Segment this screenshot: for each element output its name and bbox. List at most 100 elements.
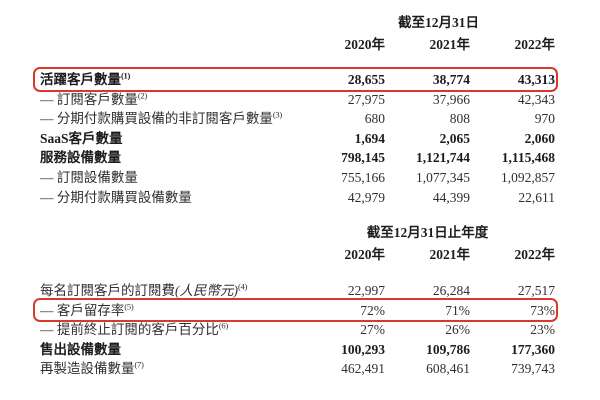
header-spacer (40, 224, 300, 242)
value-2021: 1,121,744 (416, 150, 470, 166)
footnote-ref: (2) (137, 90, 147, 101)
value-2020: 22,997 (347, 283, 385, 298)
header-spacer (40, 14, 300, 32)
value-2021: 608,461 (426, 361, 470, 377)
value-2022: 42,343 (517, 91, 555, 107)
value-2021: 2,065 (439, 130, 470, 146)
value-2021: 26% (445, 322, 470, 338)
header-spacer (40, 246, 300, 264)
value-2020: 798,145 (341, 150, 385, 166)
row-label: 再製造設備數量(7) (40, 359, 300, 379)
table-row-devices-sold: 售出設備數量 100,293 109,786 177,360 (40, 340, 555, 360)
value-2022: 177,360 (511, 341, 555, 357)
value-2020: 462,491 (341, 361, 385, 377)
value-2020: 42,979 (347, 189, 385, 205)
value-2022: 22,611 (518, 189, 555, 205)
value-2022: 970 (534, 111, 555, 127)
row-label-text: 再製造設備數量 (40, 361, 135, 377)
value-2021: 109,786 (426, 341, 470, 357)
table2-body: 每名訂閱客戶的訂閱費(人民幣元)(4) 22,997 26,284 27,517… (33, 281, 558, 379)
value-2020: 755,166 (341, 169, 385, 185)
row-label: 服務設備數量 (40, 148, 300, 168)
row-label: SaaS客戶數量 (40, 129, 300, 149)
value-2020: 27,975 (347, 91, 385, 107)
table-row-customer-retention-rate: — 客戶留存率(5) 72% 71% 73% (33, 297, 558, 323)
row-label-text: — 分期付款購買設備數量 (40, 189, 192, 205)
year-header-2022: 2022年 (514, 247, 556, 262)
table-row-saas-customers: SaaS客戶數量 1,694 2,065 2,060 (40, 129, 555, 149)
row-label: 售出設備數量 (40, 340, 300, 360)
value-2021: 44,399 (432, 189, 470, 205)
table-row-subscription-devices: — 訂閱設備數量 755,166 1,077,345 1,092,857 (40, 168, 555, 188)
table-row-subscription-customers: — 訂閱客戶數量(2) 27,975 37,966 42,343 (40, 90, 555, 110)
table2-period-header-row: 截至12月31日止年度 (40, 224, 555, 242)
row-label-text: — 客戶留存率 (40, 302, 125, 318)
year-header-2022: 2022年 (514, 37, 556, 52)
footnote-ref: (6) (218, 320, 228, 331)
value-2022: 739,743 (511, 361, 555, 377)
table2-year-header-row: 2020年 2021年 2022年 (40, 246, 556, 264)
row-label-italic: (人民幣元) (175, 283, 238, 298)
footnote-ref: (3) (272, 109, 282, 120)
table-row-installment-devices: — 分期付款購買設備數量 42,979 44,399 22,611 (40, 188, 555, 208)
value-2021: 37,966 (432, 91, 470, 107)
footnote-ref: (1) (121, 70, 131, 81)
year-header-2021: 2021年 (429, 37, 471, 52)
value-2020: 72% (360, 302, 385, 318)
table1-period-header: 截至12月31日 (398, 15, 479, 30)
row-label-text: — 訂閱客戶數量 (40, 91, 138, 107)
value-2022: 2,060 (524, 130, 555, 146)
table-row-serviced-devices: 服務設備數量 798,145 1,121,744 1,115,468 (40, 148, 555, 168)
row-label: — 分期付款購買設備的非訂閱客戶數量(3) (40, 109, 300, 129)
row-label-text: 售出設備數量 (40, 341, 121, 357)
value-2020: 680 (364, 111, 385, 127)
value-2020: 1,694 (354, 130, 385, 146)
table1-body: 活躍客戶數量(1) 28,655 38,774 43,313 — 訂閱客戶數量(… (33, 67, 558, 208)
row-label-text: 服務設備數量 (40, 150, 121, 166)
table-row-active-customers: 活躍客戶數量(1) 28,655 38,774 43,313 (33, 67, 558, 92)
value-2020: 100,293 (341, 341, 385, 357)
row-label: — 提前終止訂閱的客戶百分比(6) (40, 320, 300, 340)
table1-period-header-row: 截至12月31日 (40, 14, 555, 32)
row-label-text: 每名訂閱客戶的訂閱費 (40, 283, 175, 298)
year-header-2020: 2020年 (344, 247, 386, 262)
table2-period-header: 截至12月31日止年度 (366, 225, 489, 240)
value-2021: 1,077,345 (416, 169, 470, 185)
row-label: 每名訂閱客戶的訂閱費(人民幣元)(4) (40, 281, 300, 301)
footnote-ref: (5) (124, 301, 134, 312)
row-label-text: 活躍客戶數量 (40, 72, 121, 87)
row-label: — 訂閱客戶數量(2) (40, 90, 300, 110)
row-label-text: — 提前終止訂閱的客戶百分比 (40, 322, 219, 338)
value-2022: 1,092,857 (501, 169, 555, 185)
value-2021: 71% (445, 302, 470, 318)
value-2021: 38,774 (432, 72, 470, 87)
row-label: 活躍客戶數量(1) (40, 70, 300, 90)
table-row-early-termination-pct: — 提前終止訂閱的客戶百分比(6) 27% 26% 23% (40, 320, 555, 340)
footnote-ref: (7) (134, 359, 144, 370)
table1-year-header-row: 2020年 2021年 2022年 (40, 36, 556, 54)
header-spacer (40, 36, 300, 54)
value-2020: 28,655 (347, 72, 385, 87)
value-2020: 27% (360, 322, 385, 338)
footnote-ref: (4) (238, 281, 248, 292)
row-label: — 訂閱設備數量 (40, 168, 300, 188)
year-header-2020: 2020年 (344, 37, 386, 52)
row-label-text: — 分期付款購買設備的非訂閱客戶數量 (40, 111, 273, 127)
value-2022: 43,313 (517, 72, 555, 87)
value-2022: 27,517 (517, 283, 555, 298)
year-header-2021: 2021年 (429, 247, 471, 262)
value-2021: 26,284 (432, 283, 470, 298)
subscription-metrics-table: 截至12月31日止年度 2020年 2021年 2022年 每名訂閱客戶的訂閱費… (33, 224, 558, 379)
value-2021: 808 (449, 111, 470, 127)
row-label: — 分期付款購買設備數量 (40, 188, 300, 208)
table-row-remanufactured-devices: 再製造設備數量(7) 462,491 608,461 739,743 (40, 359, 555, 379)
table-row-subscription-fee: 每名訂閱客戶的訂閱費(人民幣元)(4) 22,997 26,284 27,517 (40, 281, 555, 301)
row-label-text: SaaS客戶數量 (40, 130, 123, 146)
value-2022: 73% (530, 302, 555, 318)
customer-metrics-table: 截至12月31日 2020年 2021年 2022年 活躍客戶數量(1) 28,… (33, 14, 558, 208)
row-label: — 客戶留存率(5) (40, 301, 300, 321)
value-2022: 23% (530, 322, 555, 338)
row-label-text: — 訂閱設備數量 (40, 169, 138, 185)
value-2022: 1,115,468 (501, 150, 555, 166)
